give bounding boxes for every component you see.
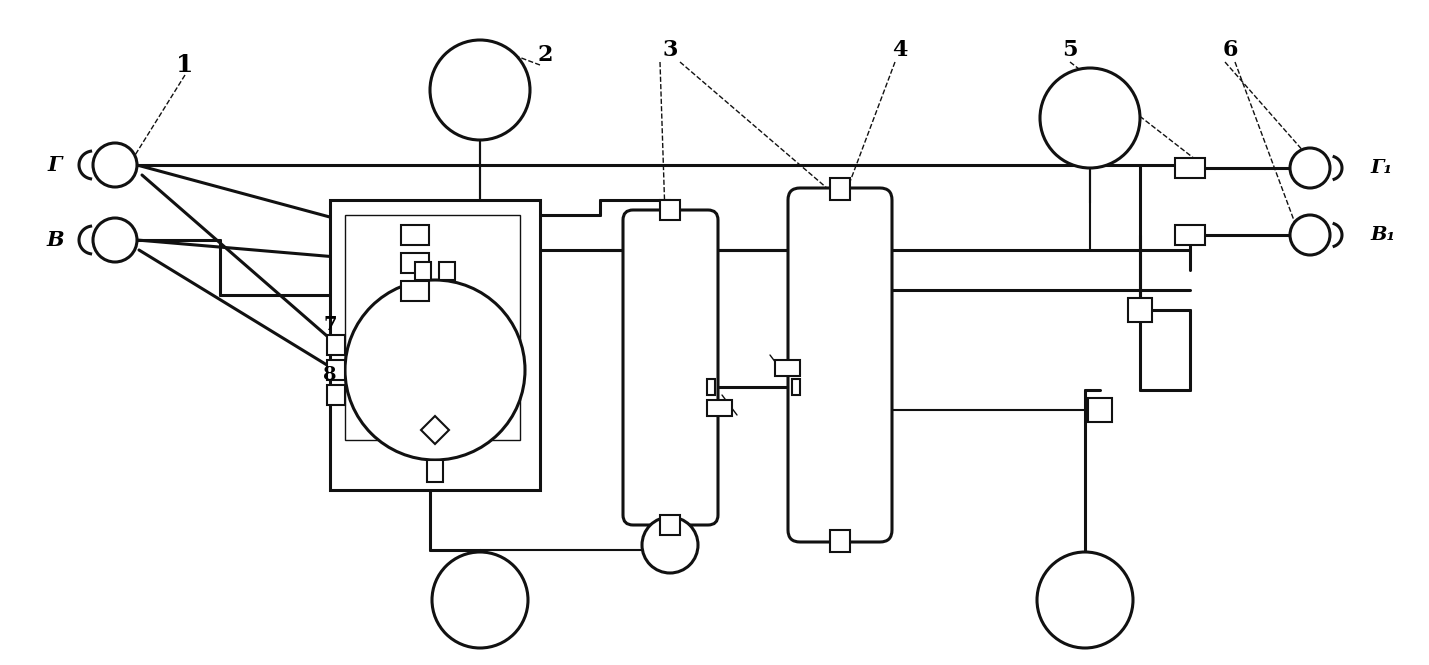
Bar (1127, 298, 1152, 322)
Circle shape (1040, 68, 1140, 168)
Text: 6: 6 (1222, 39, 1238, 61)
Circle shape (1290, 215, 1330, 255)
Bar (402, 281, 429, 301)
Circle shape (1037, 552, 1133, 648)
Bar (327, 335, 344, 355)
Bar (414, 262, 432, 280)
Circle shape (93, 218, 137, 262)
Bar (1175, 158, 1205, 178)
Bar (830, 530, 850, 552)
Bar (707, 400, 732, 416)
Bar (330, 200, 540, 490)
Text: Г: Г (47, 155, 63, 175)
Bar (830, 178, 850, 200)
Text: 1: 1 (176, 53, 194, 77)
FancyBboxPatch shape (623, 210, 717, 525)
Bar (775, 360, 800, 376)
Circle shape (93, 143, 137, 187)
FancyBboxPatch shape (787, 188, 892, 542)
Bar (1175, 225, 1205, 245)
Bar (1087, 398, 1112, 422)
Bar (327, 385, 344, 405)
Bar (707, 379, 714, 395)
Circle shape (642, 517, 697, 573)
Bar (660, 200, 680, 220)
Bar (327, 360, 344, 380)
Bar (439, 262, 454, 280)
Bar (402, 253, 429, 273)
Bar (344, 215, 520, 440)
Circle shape (430, 40, 530, 140)
Text: 7: 7 (323, 316, 337, 334)
Text: 8: 8 (323, 366, 337, 384)
Bar (427, 460, 443, 482)
Circle shape (344, 280, 524, 460)
Bar (660, 515, 680, 535)
Bar (402, 225, 429, 245)
Text: 2: 2 (537, 44, 553, 66)
Text: 5: 5 (1062, 39, 1077, 61)
Polygon shape (422, 416, 449, 444)
Circle shape (432, 552, 527, 648)
Text: В: В (46, 230, 64, 250)
Text: 4: 4 (892, 39, 907, 61)
Bar (792, 379, 800, 395)
Text: Г₁: Г₁ (1370, 159, 1392, 177)
Text: В₁: В₁ (1370, 226, 1395, 244)
Circle shape (1290, 148, 1330, 188)
Text: 3: 3 (662, 39, 677, 61)
